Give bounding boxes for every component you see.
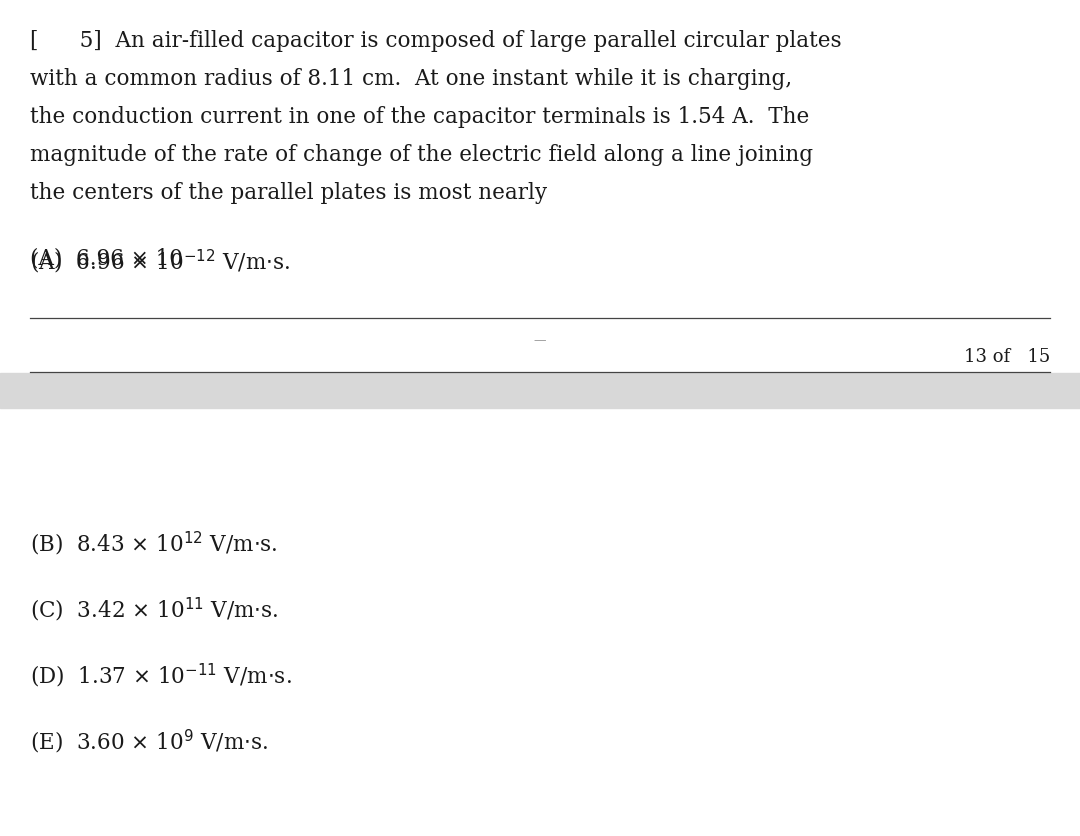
Text: [      5]  An air-filled capacitor is composed of large parallel circular plates: [ 5] An air-filled capacitor is composed…	[30, 30, 841, 52]
Text: (C)  3.42 $\times$ 10$^{11}$ V/m$\cdot$s.: (C) 3.42 $\times$ 10$^{11}$ V/m$\cdot$s.	[30, 596, 279, 624]
Text: (A)  6.96 $\times$ 10$^{-12}$ V/m$\cdot$s.: (A) 6.96 $\times$ 10$^{-12}$ V/m$\cdot$s…	[30, 248, 291, 276]
Text: (A)  6.96 × 10: (A) 6.96 × 10	[30, 248, 183, 270]
Text: magnitude of the rate of change of the electric field along a line joining: magnitude of the rate of change of the e…	[30, 144, 813, 166]
Text: with a common radius of 8.11 cm.  At one instant while it is charging,: with a common radius of 8.11 cm. At one …	[30, 68, 792, 90]
Text: 13 of   15: 13 of 15	[963, 348, 1050, 366]
Text: the centers of the parallel plates is most nearly: the centers of the parallel plates is mo…	[30, 182, 548, 204]
Text: (B)  8.43 $\times$ 10$^{12}$ V/m$\cdot$s.: (B) 8.43 $\times$ 10$^{12}$ V/m$\cdot$s.	[30, 530, 278, 558]
Text: (D)  1.37 $\times$ 10$^{-11}$ V/m$\cdot$s.: (D) 1.37 $\times$ 10$^{-11}$ V/m$\cdot$s…	[30, 662, 292, 691]
Text: —: —	[534, 334, 546, 347]
Text: the conduction current in one of the capacitor terminals is 1.54 A.  The: the conduction current in one of the cap…	[30, 106, 809, 128]
Text: (E)  3.60 $\times$ 10$^{9}$ V/m$\cdot$s.: (E) 3.60 $\times$ 10$^{9}$ V/m$\cdot$s.	[30, 728, 268, 757]
Text: (A)  6.96 × 10: (A) 6.96 × 10	[30, 248, 183, 270]
Bar	[0, 373, 1080, 408]
